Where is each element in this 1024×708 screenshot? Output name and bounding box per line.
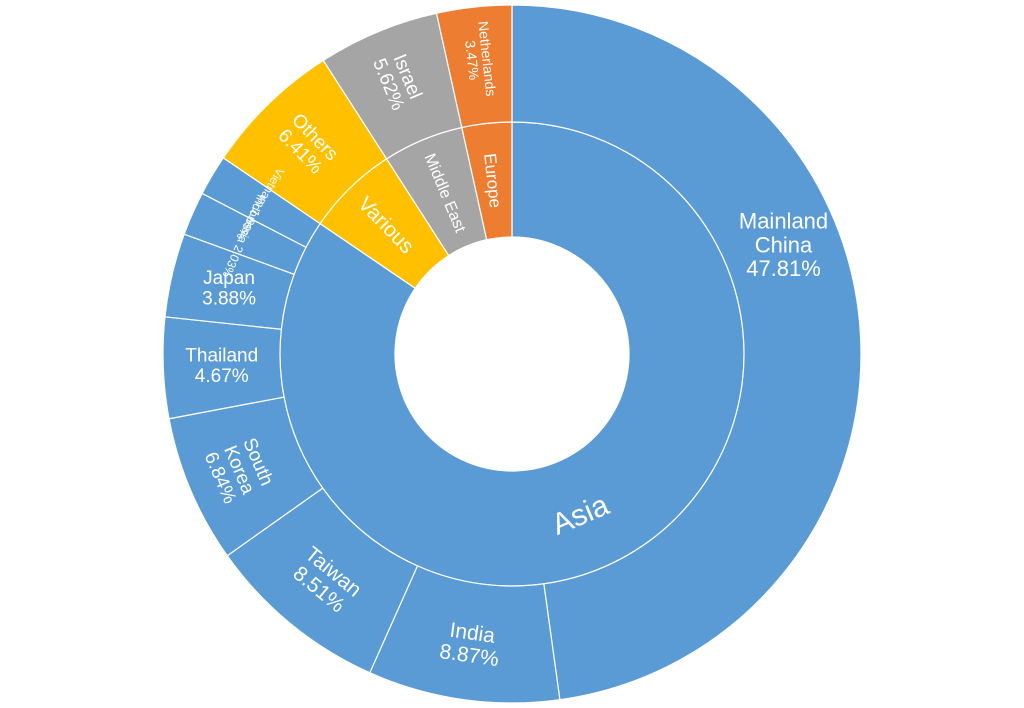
inner-ring xyxy=(279,121,745,587)
outer-segment-netherlands xyxy=(435,4,513,129)
outer-ring xyxy=(162,4,862,704)
outer-label-mainland-china: Mainland China 47.81% xyxy=(739,208,828,281)
outer-segment-mainland-china xyxy=(511,4,862,701)
outer-label-thailand: Thailand 4.67% xyxy=(185,345,258,387)
outer-label-japan: Japan 3.88% xyxy=(202,267,256,309)
outer-label-india: India8.87% xyxy=(438,617,503,671)
